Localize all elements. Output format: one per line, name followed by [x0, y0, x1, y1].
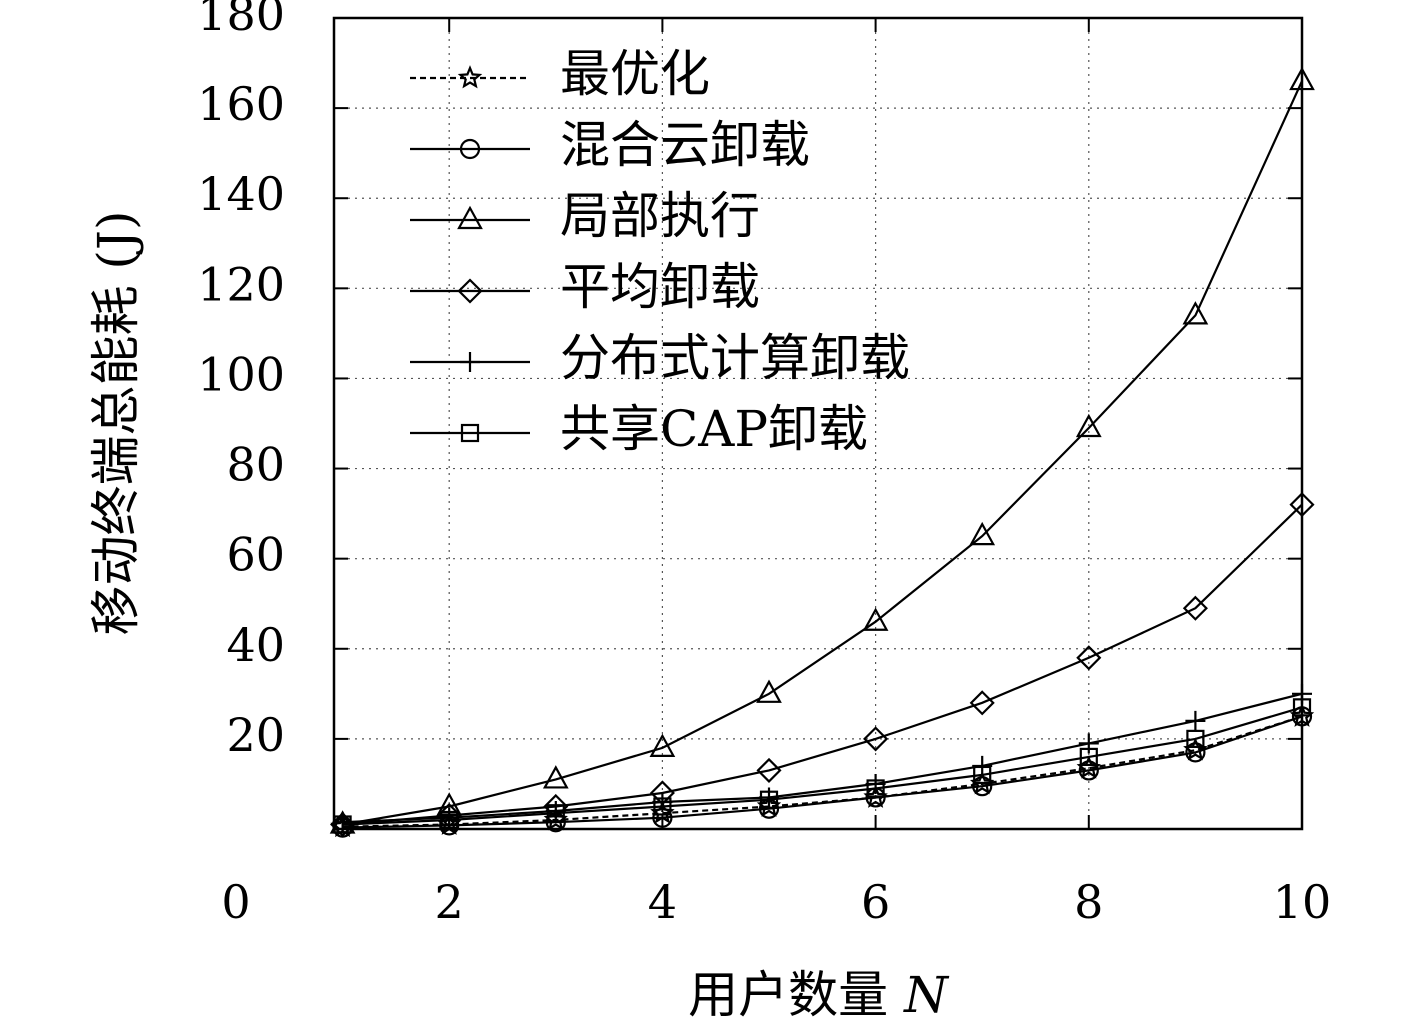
data-point: [1182, 595, 1208, 621]
data-point: [542, 765, 569, 789]
x-axis-title-space: [888, 966, 904, 1024]
data-point: [969, 690, 995, 716]
data-point: [1078, 733, 1099, 754]
x-tick-label: 6: [861, 875, 890, 929]
legend-swatch-marker: [457, 278, 483, 304]
x-tick-label: 2: [435, 875, 464, 929]
series-line: [342, 503, 1303, 826]
series-line: [342, 715, 1303, 829]
y-tick-label: 100: [197, 347, 285, 401]
data-point: [865, 773, 886, 794]
legend-item-2: 局部执行: [410, 187, 760, 245]
data-point: [1182, 301, 1209, 325]
y-tick-label: 140: [197, 167, 285, 221]
data-point: [759, 790, 779, 809]
data-point: [756, 757, 782, 783]
x-axis-variable: N: [903, 966, 950, 1024]
legend-item-0: 最优化: [410, 45, 710, 103]
data-point: [653, 797, 672, 816]
series-5: [333, 698, 1312, 834]
data-point: [546, 804, 565, 823]
y-tick-label: 120: [197, 257, 285, 311]
data-point: [863, 726, 889, 752]
series-line: [342, 715, 1303, 828]
legend-item-3: 平均卸载: [410, 258, 760, 316]
x-tick-label: 0: [221, 875, 250, 929]
legend-item-1: 混合云卸载: [410, 116, 810, 174]
data-point: [1079, 747, 1098, 767]
legend-label: 最优化: [560, 45, 710, 103]
x-tick-label: 4: [648, 875, 677, 929]
data-point: [1078, 760, 1099, 781]
legend-item-4: 分布式计算卸载: [410, 329, 910, 387]
data-point: [1076, 645, 1102, 671]
series-line: [342, 706, 1303, 826]
data-point: [969, 521, 996, 546]
series-line: [342, 80, 1304, 826]
x-tick-label: 8: [1074, 875, 1103, 929]
y-axis-title: 移动终端总能耗 (J): [87, 211, 145, 636]
y-tick-label: 20: [226, 708, 285, 762]
legend-label: 共享CAP卸载: [560, 400, 868, 458]
legend-label: 混合云卸载: [560, 116, 810, 174]
x-tick-label: 10: [1273, 875, 1332, 929]
legend-label: 局部执行: [560, 187, 760, 245]
legend-item-5: 共享CAP卸载: [410, 400, 868, 458]
y-tick-label: 60: [226, 528, 285, 582]
legend-label: 分布式计算卸载: [560, 329, 910, 387]
x-axis-title: 用户数量 N: [688, 966, 950, 1024]
data-point: [862, 607, 889, 631]
data-point: [649, 733, 676, 758]
legend-label: 平均卸载: [560, 258, 760, 316]
data-point: [756, 679, 782, 703]
legend-swatch-marker: [459, 138, 481, 160]
y-tick-label: 180: [197, 0, 285, 41]
data-point: [1185, 742, 1206, 763]
series-3: [330, 492, 1315, 838]
data-point: [866, 779, 885, 798]
x-axis-title-text: 用户数量: [688, 966, 888, 1024]
data-point: [652, 791, 673, 812]
legend-swatch-marker: [460, 423, 480, 443]
data-point: [1186, 729, 1205, 748]
legend-swatch-marker: [460, 352, 480, 372]
y-tick-label: 40: [226, 618, 285, 672]
plot-frame: [332, 16, 1304, 831]
y-tick-label: 160: [197, 77, 285, 131]
data-point: [973, 765, 992, 785]
tick-layer: 20 40 60 80 100 120 140 160 180 0 2 4 6 8 10: [197, 0, 1331, 929]
data-point: [1185, 710, 1206, 731]
series-line: [342, 692, 1303, 824]
data-point: [972, 776, 993, 797]
legend-swatch-marker: [457, 205, 483, 230]
y-tick-label: 80: [226, 438, 285, 492]
data-point: [1075, 413, 1102, 438]
legend-swatch-marker: [457, 65, 483, 89]
